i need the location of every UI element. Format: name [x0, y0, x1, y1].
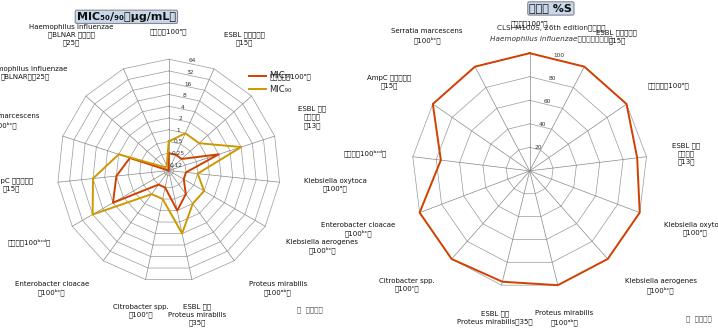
Text: 大腸菌（100ᵃ）: 大腸菌（100ᵃ） — [511, 21, 549, 27]
Text: 8: 8 — [182, 93, 186, 98]
Text: 1: 1 — [176, 128, 180, 133]
Text: MIC₅₀: MIC₅₀ — [269, 71, 292, 81]
Text: ESBL 産生
Proteus mirabilis
（35）: ESBL 産生 Proteus mirabilis （35） — [168, 304, 226, 326]
Text: 0.25: 0.25 — [172, 151, 185, 156]
Text: ESBL 産生大腸菌
（15）: ESBL 産生大腸菌 （15） — [224, 32, 265, 47]
Text: 肺炎桦菌（100ᵃ）: 肺炎桦菌（100ᵃ） — [270, 73, 312, 80]
Text: CLSI M100S, 26th editionにおいて: CLSI M100S, 26th editionにおいて — [497, 24, 605, 31]
Text: Serratia marcescens
（100ᵇᶜ）: Serratia marcescens （100ᵇᶜ） — [391, 28, 463, 44]
Text: MIC₉₀: MIC₉₀ — [269, 85, 292, 94]
Text: Haemophilus influenzae
（BLNAR を除く）
（25）: Haemophilus influenzae （BLNAR を除く） （25） — [29, 24, 113, 47]
Text: 感受性 %S: 感受性 %S — [529, 3, 572, 14]
Text: 2: 2 — [178, 116, 182, 121]
Text: 80: 80 — [549, 76, 556, 81]
Text: 40: 40 — [539, 122, 546, 127]
Text: 32: 32 — [187, 70, 194, 75]
Text: ESBL 産生大腸菌
（15）: ESBL 産生大腸菌 （15） — [597, 29, 638, 44]
Text: （  ）：株数: （ ）：株数 — [297, 307, 322, 313]
Text: Citrobacter spp.
（100ᶜ）: Citrobacter spp. （100ᶜ） — [378, 279, 434, 292]
Text: AmpC 産生緑衩菌
（15）: AmpC 産生緑衩菌 （15） — [368, 75, 411, 89]
Text: 100: 100 — [553, 53, 564, 58]
Text: Klebsiella aerogenes
（100ᵇᶜ）: Klebsiella aerogenes （100ᵇᶜ） — [625, 279, 697, 294]
Text: Haemophilus influenzaeに対する基準なし: Haemophilus influenzaeに対する基準なし — [490, 36, 612, 42]
Text: 緑衩菌（100ᵇᶜᵈ）: 緑衩菌（100ᵇᶜᵈ） — [344, 150, 387, 157]
Text: 肺炎桦菌（100ᵃ）: 肺炎桦菌（100ᵃ） — [648, 83, 689, 89]
Text: ESBL 産生
肺炎桦菌
（13）: ESBL 産生 肺炎桦菌 （13） — [672, 142, 700, 165]
Text: Haemophilus influenzae
（BLNAR）（25）: Haemophilus influenzae （BLNAR）（25） — [0, 66, 67, 80]
Text: Proteus mirabilis
（100ᵃᵇ）: Proteus mirabilis （100ᵃᵇ） — [248, 280, 307, 296]
Text: Citrobacter spp.
（100ᶜ）: Citrobacter spp. （100ᶜ） — [113, 304, 168, 318]
Text: Serratia marcescens
（100ᵇᶜ）: Serratia marcescens （100ᵇᶜ） — [0, 113, 39, 129]
Text: 大腸菌（100ᵃ）: 大腸菌（100ᵃ） — [150, 28, 187, 35]
Text: 60: 60 — [544, 99, 551, 104]
Text: Enterobacter cloacae
（100ᵇᶜ）: Enterobacter cloacae （100ᵇᶜ） — [14, 280, 89, 296]
Text: Proteus mirabilis
（100ᵃᵇ）: Proteus mirabilis （100ᵃᵇ） — [535, 310, 593, 326]
Text: 4: 4 — [180, 105, 184, 110]
Text: 0.12: 0.12 — [169, 163, 182, 168]
Text: AmpC 産生緑衩菌
（15）: AmpC 産生緑衩菌 （15） — [0, 178, 34, 192]
Text: Klebsiella aerogenes
（100ᵇᶜ）: Klebsiella aerogenes （100ᵇᶜ） — [286, 239, 358, 254]
Text: Klebsiella oxytoca
（100ᵃ）: Klebsiella oxytoca （100ᵃ） — [664, 222, 718, 236]
Text: 16: 16 — [185, 82, 192, 86]
Text: Klebsiella oxytoca
（100ᵃ）: Klebsiella oxytoca （100ᵃ） — [304, 178, 367, 192]
Text: 64: 64 — [189, 58, 196, 63]
Text: ESBL 産生
Proteus mirabilis（35）: ESBL 産生 Proteus mirabilis（35） — [457, 310, 533, 325]
Text: （  ）：株数: （ ）：株数 — [686, 315, 712, 321]
Text: ESBL 産生
肺炎桦菌
（13）: ESBL 産生 肺炎桦菌 （13） — [298, 106, 326, 129]
Text: 0.5: 0.5 — [174, 140, 183, 145]
Text: 緑衩菌（100ᵇᶜᵈ）: 緑衩菌（100ᵇᶜᵈ） — [8, 239, 51, 246]
Text: Enterobacter cloacae
（100ᵇᶜ）: Enterobacter cloacae （100ᵇᶜ） — [321, 222, 396, 237]
Text: 20: 20 — [534, 145, 542, 150]
Text: MIC₅₀/₉₀（μg/mL）: MIC₅₀/₉₀（μg/mL） — [77, 12, 176, 22]
